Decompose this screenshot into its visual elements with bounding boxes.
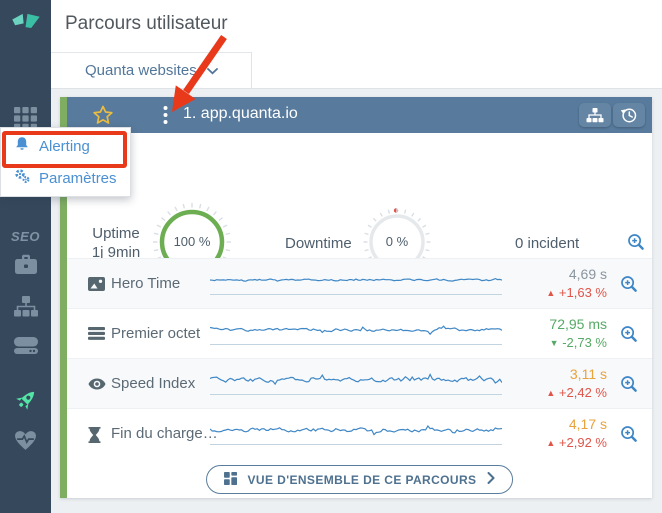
metric-values: 4,17 s ▲ +2,92 % bbox=[546, 416, 607, 450]
sparkline-chart bbox=[210, 277, 502, 295]
dashboard-grid-icon bbox=[223, 471, 237, 488]
sitemap-icon[interactable] bbox=[0, 296, 51, 317]
overview-button-label: VUE D'ENSEMBLE DE CE PARCOURS bbox=[247, 472, 477, 487]
card-context-menu: Alerting Paramètres bbox=[0, 127, 131, 197]
metric-label: Speed Index bbox=[111, 375, 196, 392]
zoom-plus-icon[interactable] bbox=[620, 275, 638, 298]
tab-quanta-websites[interactable]: Quanta websites bbox=[51, 52, 252, 88]
metric-label: Fin du charge… bbox=[111, 425, 218, 442]
history-button[interactable] bbox=[613, 103, 645, 127]
card-title: 1. app.quanta.io bbox=[183, 105, 298, 122]
list-icon bbox=[88, 327, 105, 345]
downtime-value: 0 % bbox=[385, 234, 409, 249]
card-footer: VUE D'ENSEMBLE DE CE PARCOURS bbox=[67, 458, 652, 498]
briefcase-icon[interactable] bbox=[0, 254, 51, 275]
eye-icon bbox=[88, 377, 106, 395]
card-header: 1. app.quanta.io bbox=[67, 97, 652, 133]
downtime-label: Downtime bbox=[285, 235, 352, 252]
availability-section: Uptime 1j 9min 100 % Downtime 0 % 0 inci… bbox=[67, 133, 652, 281]
heart-pulse-icon[interactable] bbox=[0, 430, 51, 451]
sparkline-chart bbox=[210, 424, 502, 445]
menu-item-alerting[interactable]: Alerting bbox=[1, 130, 130, 162]
status-strip bbox=[60, 97, 67, 498]
image-icon bbox=[88, 277, 105, 296]
zoom-plus-icon[interactable] bbox=[620, 325, 638, 348]
metric-row-hero-time: Hero Time 4,69 s ▲ +1,63 % bbox=[67, 258, 652, 308]
favorite-star-icon[interactable] bbox=[93, 105, 113, 130]
chevron-down-icon bbox=[206, 62, 218, 79]
zoom-plus-icon[interactable] bbox=[620, 375, 638, 398]
zoom-plus-icon[interactable] bbox=[627, 233, 645, 256]
sidebar-section-seo: SEO bbox=[11, 229, 40, 244]
card-menu-dots[interactable] bbox=[162, 105, 169, 131]
tab-label: Quanta websites bbox=[85, 62, 197, 79]
rocket-icon[interactable] bbox=[0, 388, 51, 412]
metric-row-fin-du-chargement: Fin du charge… 4,17 s ▲ +2,92 % bbox=[67, 408, 652, 458]
metric-row-speed-index: Speed Index 3,11 s ▲ +2,42 % bbox=[67, 358, 652, 408]
chevron-right-icon bbox=[487, 472, 495, 487]
uptime-value: 100 % bbox=[173, 234, 211, 249]
metric-values: 3,11 s ▲ +2,42 % bbox=[546, 366, 607, 400]
metric-label: Premier octet bbox=[111, 325, 201, 342]
metric-row-premier-octet: Premier octet 72,95 ms ▼ -2,73 % bbox=[67, 308, 652, 358]
metric-values: 4,69 s ▲ +1,63 % bbox=[546, 266, 607, 300]
metric-values: 72,95 ms ▼ -2,73 % bbox=[549, 316, 607, 350]
top-header: Parcours utilisateur bbox=[51, 0, 662, 52]
server-icon[interactable] bbox=[0, 336, 51, 354]
metric-label: Hero Time bbox=[111, 275, 181, 292]
bell-icon bbox=[14, 136, 30, 156]
journey-card: 1. app.quanta.io bbox=[60, 97, 652, 498]
tab-bar: Quanta websites bbox=[51, 52, 662, 89]
uptime-duration: 1j 9min bbox=[91, 244, 141, 261]
menu-item-parametres[interactable]: Paramètres bbox=[1, 162, 130, 194]
menu-item-label: Paramètres bbox=[39, 169, 117, 187]
gears-icon bbox=[14, 168, 30, 188]
sidebar: SEO bbox=[0, 0, 51, 513]
page-title: Parcours utilisateur bbox=[65, 13, 228, 34]
uptime-label: Uptime 1j 9min bbox=[77, 224, 155, 262]
incident-count: 0 incident bbox=[515, 235, 580, 252]
sparkline-chart bbox=[210, 325, 502, 345]
waterfall-sitemap-button[interactable] bbox=[579, 103, 611, 127]
menu-item-label: Alerting bbox=[39, 137, 90, 155]
hourglass-icon bbox=[88, 427, 101, 448]
sparkline-chart bbox=[210, 373, 502, 395]
quanta-logo[interactable] bbox=[0, 12, 51, 29]
overview-button[interactable]: VUE D'ENSEMBLE DE CE PARCOURS bbox=[205, 465, 514, 494]
zoom-plus-icon[interactable] bbox=[620, 425, 638, 448]
